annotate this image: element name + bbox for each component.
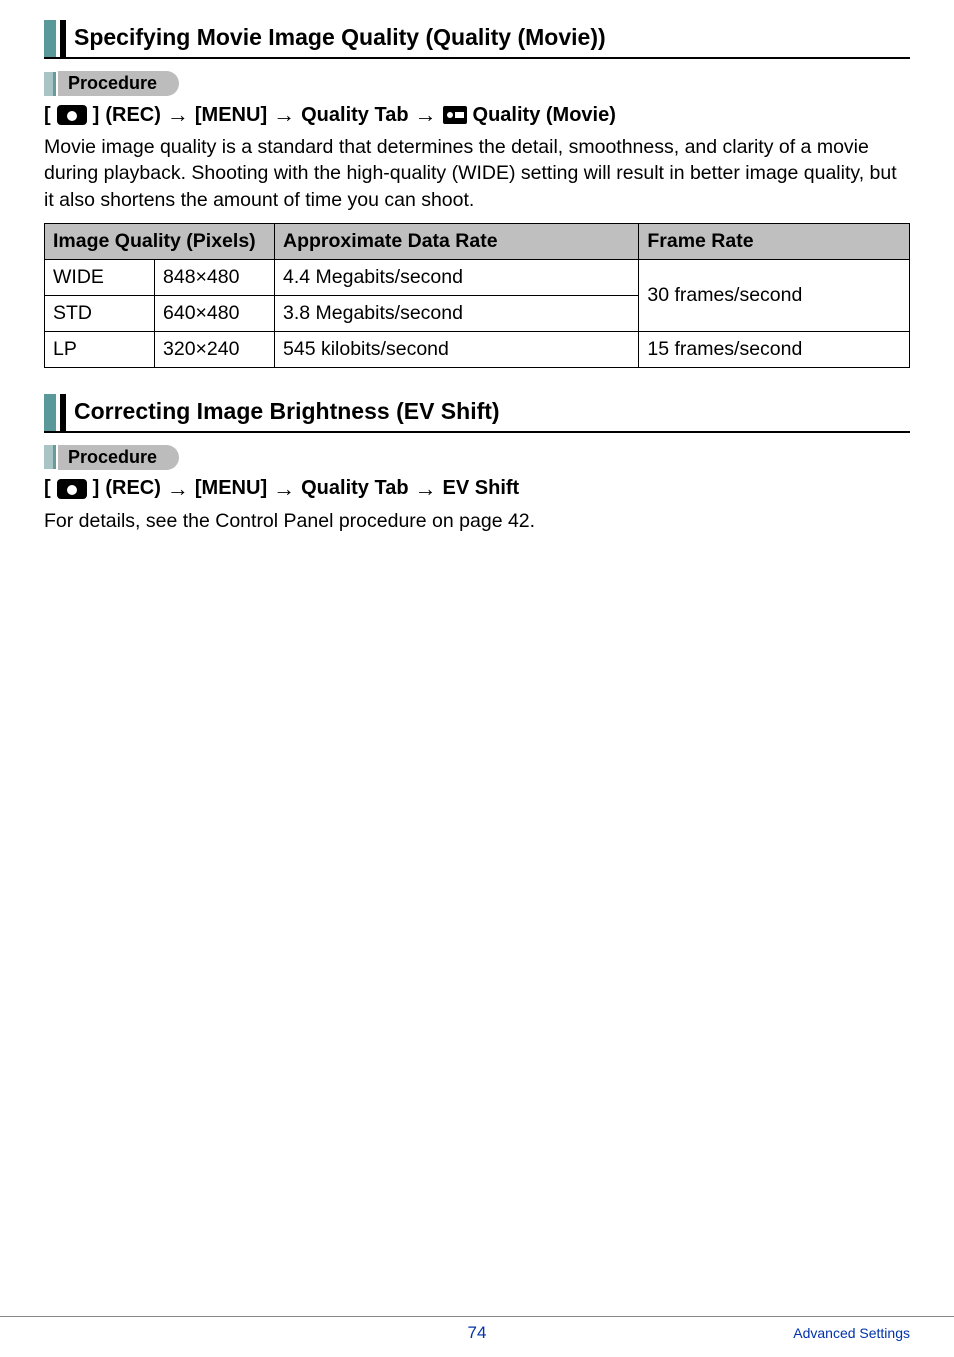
cell-pixels: 320×240 [155,331,275,367]
cell-frame: 15 frames/second [639,331,910,367]
arrow-icon: → [415,102,437,128]
accent-bar-black [60,20,66,57]
path-bracket: ] [93,477,100,500]
path-rec: (REC) [105,104,161,127]
th-rate: Approximate Data Rate [275,223,639,259]
path-rec: (REC) [105,477,161,500]
procedure-label-row: Procedure [44,71,910,96]
section-title: Specifying Movie Image Quality (Quality … [74,20,910,57]
cell-label: WIDE [45,259,155,295]
th-quality: Image Quality (Pixels) [45,223,275,259]
procedure-label-row: Procedure [44,445,910,470]
path-tab: Quality Tab [301,104,408,127]
arrow-icon: → [167,102,189,128]
section-heading-ev-shift: Correcting Image Brightness (EV Shift) [44,394,910,433]
arrow-icon: → [415,476,437,502]
path-last: Quality (Movie) [473,104,616,127]
arrow-icon: → [273,476,295,502]
procedure-accent [44,72,56,96]
cell-label: STD [45,295,155,331]
camera-icon [57,479,87,499]
quality-table: Image Quality (Pixels) Approximate Data … [44,223,910,368]
camera-icon [57,105,87,125]
path-last: EV Shift [443,477,520,500]
menu-path-ev-shift: [ ] (REC) → [MENU] → Quality Tab → EV Sh… [44,476,910,502]
arrow-icon: → [167,476,189,502]
table-row: WIDE 848×480 4.4 Megabits/second 30 fram… [45,259,910,295]
movie-quality-icon [443,106,467,124]
accent-bar-black [60,394,66,431]
section2-body: For details, see the Control Panel proce… [44,508,910,534]
footer-chapter: Advanced Settings [793,1325,910,1341]
cell-label: LP [45,331,155,367]
th-frame: Frame Rate [639,223,910,259]
path-menu: [MENU] [195,104,267,127]
procedure-pill: Procedure [58,71,179,96]
cell-rate: 3.8 Megabits/second [275,295,639,331]
cell-rate: 545 kilobits/second [275,331,639,367]
cell-pixels: 640×480 [155,295,275,331]
path-menu: [MENU] [195,477,267,500]
accent-bar-teal [44,394,56,431]
menu-path-quality-movie: [ ] (REC) → [MENU] → Quality Tab → Quali… [44,102,910,128]
section-heading-quality-movie: Specifying Movie Image Quality (Quality … [44,20,910,59]
page-footer: 74 Advanced Settings [0,1316,954,1343]
cell-pixels: 848×480 [155,259,275,295]
arrow-icon: → [273,102,295,128]
cell-frame: 30 frames/second [639,259,910,331]
accent-bar-teal [44,20,56,57]
table-row: LP 320×240 545 kilobits/second 15 frames… [45,331,910,367]
path-bracket: [ [44,477,51,500]
path-bracket: [ [44,104,51,127]
procedure-accent [44,445,56,469]
path-bracket: ] [93,104,100,127]
section-title: Correcting Image Brightness (EV Shift) [74,394,910,431]
cell-rate: 4.4 Megabits/second [275,259,639,295]
path-tab: Quality Tab [301,477,408,500]
procedure-pill: Procedure [58,445,179,470]
section1-body: Movie image quality is a standard that d… [44,134,910,213]
